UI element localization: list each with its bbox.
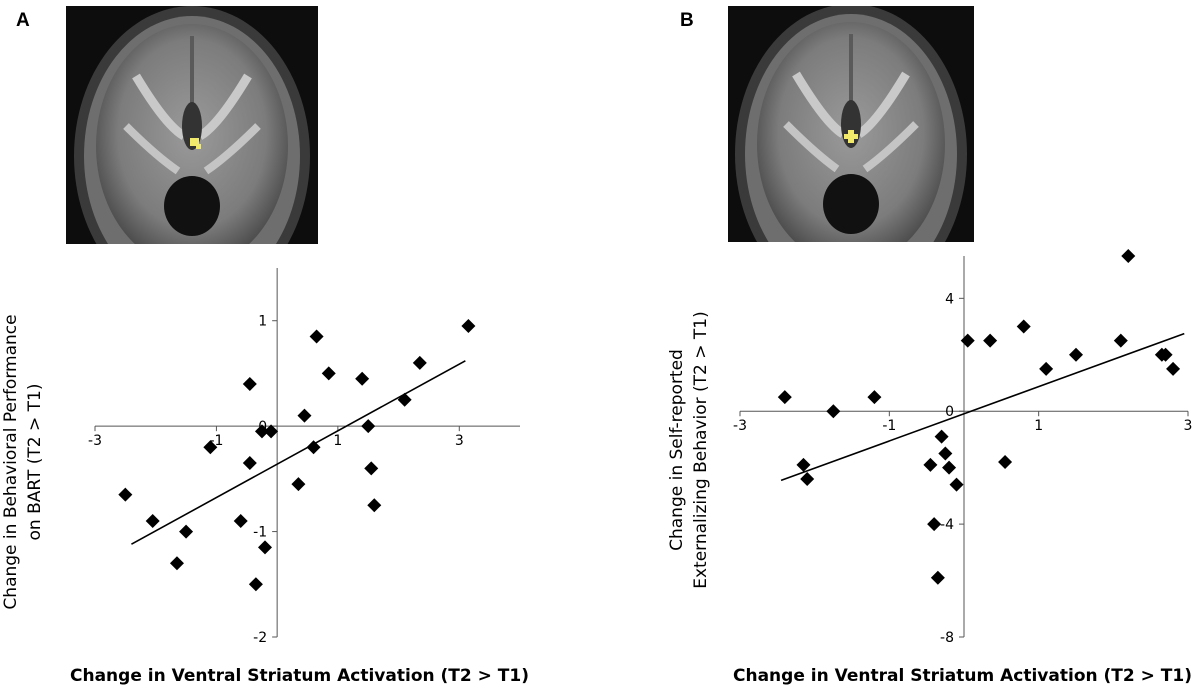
data-point-a — [203, 440, 218, 455]
data-point-b — [934, 429, 949, 444]
data-point-a — [169, 556, 184, 571]
x-tick-label-a: 3 — [455, 433, 464, 449]
data-point-b — [983, 333, 998, 348]
data-point-a — [306, 440, 321, 455]
data-point-b — [1121, 249, 1136, 263]
data-point-b — [1016, 319, 1031, 334]
data-point-a — [242, 376, 257, 391]
y-tick-label-b: -4 — [940, 517, 954, 533]
data-point-a — [179, 524, 194, 539]
data-point-a — [248, 577, 263, 592]
data-point-b — [1039, 361, 1054, 376]
x-tick-label-b: 3 — [1184, 418, 1193, 434]
data-point-a — [364, 461, 379, 476]
x-tick-label-a: 1 — [333, 433, 342, 449]
data-point-a — [361, 419, 376, 434]
data-point-a — [291, 477, 306, 492]
brain-scan-image-a — [66, 6, 318, 244]
data-point-b — [800, 471, 815, 486]
data-point-a — [461, 318, 476, 333]
y-tick-label-a: -2 — [253, 630, 267, 646]
data-point-b — [938, 446, 953, 461]
trendline-b — [780, 332, 1185, 482]
y-tick-label-a: 1 — [258, 314, 267, 330]
data-point-b — [927, 517, 942, 532]
data-point-a — [397, 392, 412, 407]
data-point-b — [867, 390, 882, 405]
data-point-b — [1113, 333, 1128, 348]
data-point-b — [777, 390, 792, 405]
data-point-b — [796, 457, 811, 472]
data-point-a — [355, 371, 370, 386]
data-point-a — [233, 514, 248, 529]
data-point-a — [321, 366, 336, 381]
data-point-a — [264, 424, 279, 439]
data-point-b — [942, 460, 957, 475]
data-point-a — [297, 408, 312, 423]
data-point-a — [145, 514, 160, 529]
brain-scan-image-b — [728, 6, 974, 242]
data-point-a — [309, 329, 324, 344]
data-point-a — [254, 424, 269, 439]
data-point-a — [367, 498, 382, 513]
activation-highlight-a — [190, 138, 199, 146]
activation-highlight-b — [844, 130, 858, 143]
data-point-b — [826, 404, 841, 419]
y-tick-label-a: -1 — [253, 525, 267, 541]
x-tick-label-b: -1 — [882, 418, 896, 434]
x-tick-label-b: -3 — [733, 418, 747, 434]
data-point-b — [1158, 347, 1173, 362]
data-point-b — [930, 570, 945, 585]
data-point-b — [1166, 361, 1181, 376]
data-point-b — [1069, 347, 1083, 362]
trendline-a — [131, 360, 466, 545]
y-tick-label-b: 0 — [945, 404, 954, 420]
data-point-b — [998, 455, 1013, 470]
y-tick-label-b: -8 — [940, 630, 954, 646]
data-point-b — [949, 477, 964, 492]
x-tick-label-b: 1 — [1034, 418, 1043, 434]
data-point-a — [242, 456, 257, 471]
data-point-a — [118, 487, 133, 502]
data-point-b — [923, 457, 938, 472]
panel-letter-b: B — [680, 10, 694, 31]
x-axis-label-b: Change in Ventral Striatum Activation (T… — [733, 666, 1192, 686]
data-point-b — [960, 333, 975, 348]
data-point-a — [412, 355, 427, 370]
data-point-a — [258, 540, 272, 555]
y-tick-label-b: 4 — [945, 291, 954, 307]
panel-letter-a: A — [16, 10, 30, 31]
x-tick-label-a: -3 — [88, 433, 102, 449]
x-axis-label-a: Change in Ventral Striatum Activation (T… — [70, 666, 529, 686]
